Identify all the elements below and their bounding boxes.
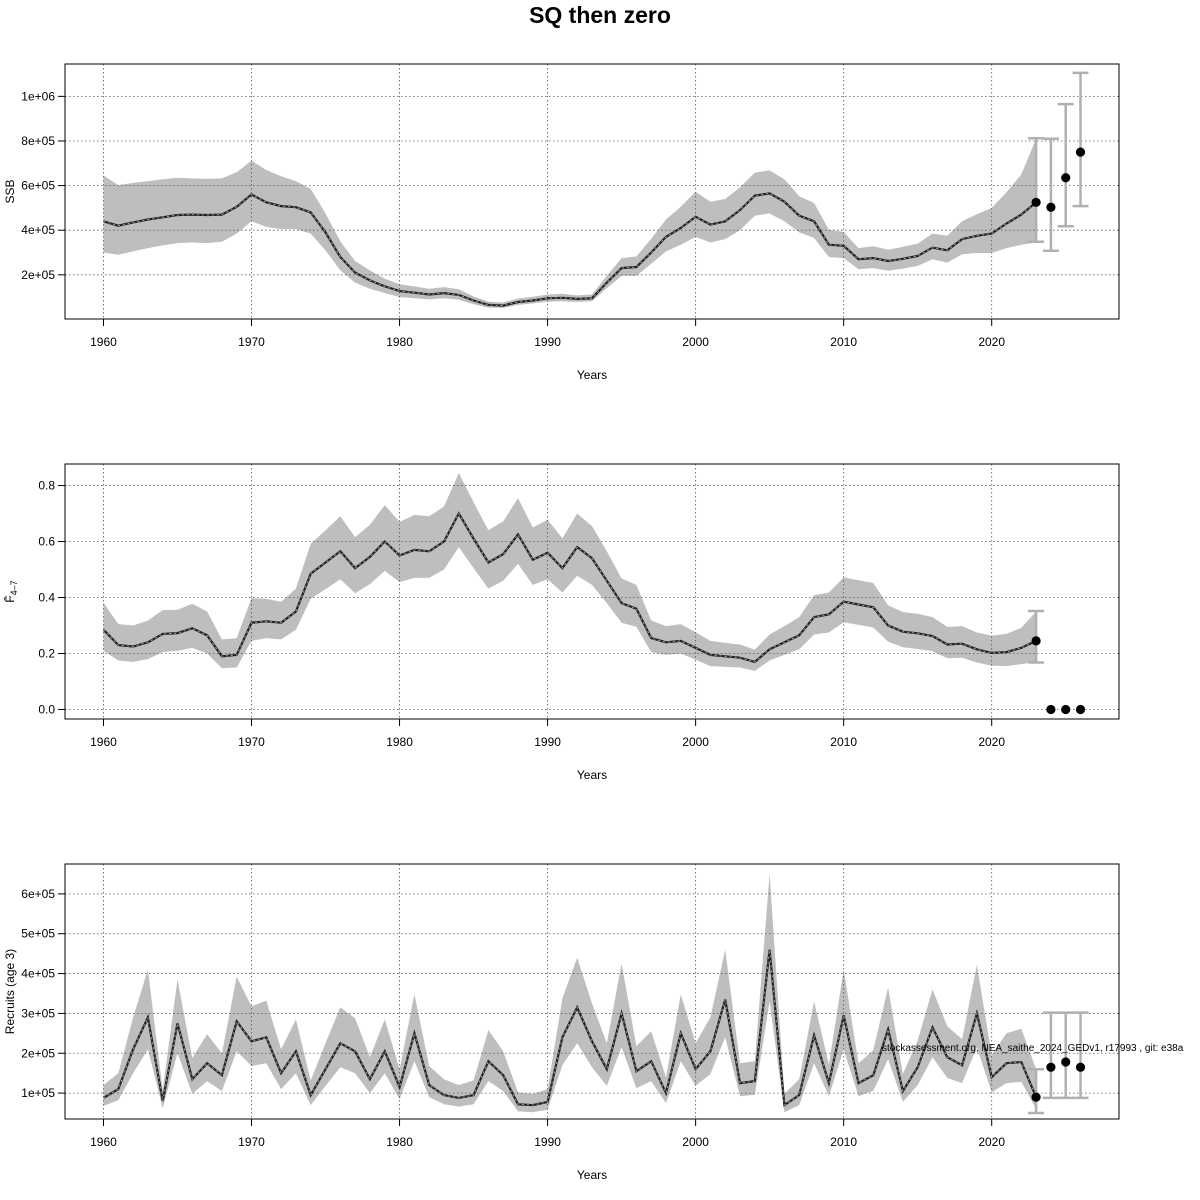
x-tick-label: 1970 <box>238 1135 265 1149</box>
forecast-errorbar <box>1042 137 1059 252</box>
forecast-point <box>1046 202 1056 212</box>
x-tick-label: 1970 <box>238 735 265 749</box>
fishing-mortality-panel: 1960 1970 1980 1990 2000 2010 2020 0.0 0.2 0.4 0.6… <box>3 463 1120 782</box>
x-tick-label: 1980 <box>386 1135 413 1149</box>
x-tick-label: 2010 <box>830 735 857 749</box>
estimate-line-dots <box>103 192 1037 307</box>
watermark: stockassessment.org, NEA_saithe_2024_GED… <box>882 1043 1184 1054</box>
forecast-errorbar <box>1057 102 1074 228</box>
forecast-errorbar <box>1028 1067 1045 1115</box>
chart-title: SQ then zero <box>529 2 671 28</box>
x-tick-label: 1990 <box>534 735 561 749</box>
forecast-point <box>1075 704 1086 715</box>
estimate-line-dots <box>103 949 1037 1106</box>
x-tick-label: 1980 <box>386 335 413 349</box>
recruits-panel: 1960 1970 1980 1990 2000 2010 2020 1e+05 2e+05 3e… <box>3 863 1120 1182</box>
y-tick-label: 0.0 <box>38 702 55 716</box>
forecast-point <box>1031 197 1041 207</box>
y-axis-title: F̄4–7 <box>3 580 19 602</box>
x-tick-label: 2000 <box>682 1135 709 1149</box>
y-tick-label: 2e+05 <box>21 1046 55 1060</box>
y-tick-label: 6e+05 <box>21 179 55 193</box>
forecast-point <box>1046 1062 1056 1072</box>
y-tick-label: 5e+05 <box>21 927 55 941</box>
x-tick-label: 1960 <box>90 335 117 349</box>
x-tick-label: 2000 <box>682 735 709 749</box>
y-tick-label: 3e+05 <box>21 1006 55 1020</box>
forecast-errorbar <box>1057 1011 1074 1100</box>
x-tick-label: 2010 <box>830 335 857 349</box>
forecast-errorbar <box>1072 1011 1089 1100</box>
y-axis-title: SSB <box>3 179 17 203</box>
forecast-point <box>1061 173 1071 183</box>
y-tick-label: 4e+05 <box>21 223 55 237</box>
ssb-panel: 1960 1970 1980 1990 2000 2010 2020 2e+05 4e+05 6e… <box>3 63 1120 382</box>
forecast-errorbar <box>1042 1011 1059 1100</box>
forecast-point <box>1031 1092 1041 1102</box>
confidence-band <box>103 138 1037 308</box>
y-tick-label: 0.4 <box>38 591 55 605</box>
y-axis-title: Recruits (age 3) <box>3 949 17 1034</box>
y-tick-label: 8e+05 <box>21 134 55 148</box>
confidence-band <box>103 874 1037 1113</box>
x-tick-label: 2000 <box>682 335 709 349</box>
forecast-point <box>1046 704 1056 715</box>
x-tick-label: 2020 <box>978 335 1005 349</box>
y-tick-label: 0.8 <box>38 479 55 493</box>
y-tick-label: 6e+05 <box>21 887 55 901</box>
plot-frame <box>64 63 1120 320</box>
forecast-point <box>1075 147 1086 157</box>
forecast-errorbar <box>1028 137 1045 244</box>
x-tick-label: 1960 <box>90 735 117 749</box>
forecast-point <box>1061 1057 1071 1067</box>
x-axis-title: Years <box>577 1168 607 1182</box>
x-tick-label: 2020 <box>978 1135 1005 1149</box>
y-tick-label: 0.2 <box>38 647 55 661</box>
forecast-point <box>1061 704 1071 715</box>
y-tick-label: 1e+05 <box>21 1086 55 1100</box>
y-tick-label: 4e+05 <box>21 967 55 981</box>
x-axis-title: Years <box>577 768 607 782</box>
y-tick-label: 0.6 <box>38 535 55 549</box>
plot-frame <box>64 463 1120 720</box>
plot-frame <box>64 863 1120 1120</box>
x-tick-label: 2020 <box>978 735 1005 749</box>
y-tick-label: 2e+05 <box>21 268 55 282</box>
forecast-point <box>1075 1062 1086 1072</box>
x-tick-label: 2010 <box>830 1135 857 1149</box>
confidence-band <box>103 473 1037 671</box>
x-tick-label: 1990 <box>534 335 561 349</box>
x-tick-label: 1970 <box>238 335 265 349</box>
y-axis-title-subscript: 4–7 <box>9 580 19 595</box>
forecast-errorbar <box>1072 71 1089 208</box>
y-tick-label: 1e+06 <box>21 89 55 103</box>
x-axis-title: Years <box>577 368 607 382</box>
x-tick-label: 1990 <box>534 1135 561 1149</box>
estimate-line <box>102 511 1037 664</box>
x-tick-label: 1960 <box>90 1135 117 1149</box>
forecast-point <box>1031 636 1041 646</box>
x-tick-label: 1980 <box>386 735 413 749</box>
